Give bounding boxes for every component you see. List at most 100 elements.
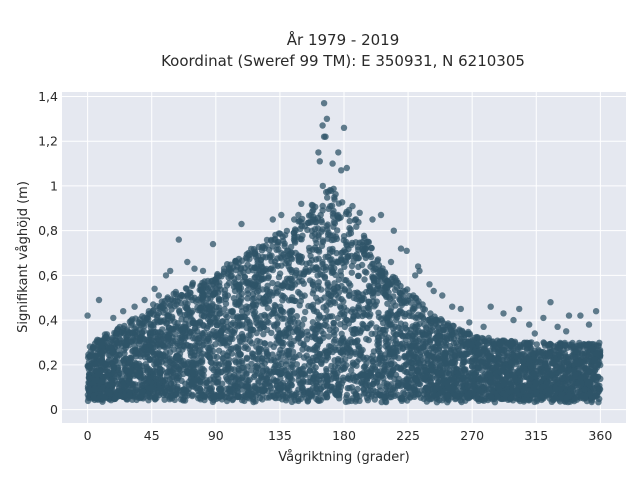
scatter-point: [369, 260, 376, 268]
scatter-point: [420, 390, 428, 398]
scatter-point: [259, 244, 266, 251]
scatter-point: [393, 278, 400, 286]
scatter-point: [330, 207, 337, 214]
scatter-point: [376, 330, 384, 337]
scatter-point: [306, 346, 313, 353]
scatter-point: [251, 382, 258, 390]
scatter-point: [253, 329, 260, 337]
scatter-point: [246, 391, 254, 398]
scatter-point: [238, 257, 246, 264]
scatter-point: [260, 295, 267, 302]
scatter-point: [539, 383, 547, 390]
scatter-point: [252, 316, 260, 323]
scatter-point: [343, 316, 350, 323]
scatter-point: [203, 379, 210, 386]
scatter-point: [552, 351, 559, 358]
scatter-point: [514, 345, 521, 352]
scatter-point: [368, 244, 375, 252]
scatter-point: [302, 308, 309, 316]
scatter-point: [180, 397, 187, 404]
scatter-point: [156, 305, 163, 312]
scatter-point: [340, 365, 347, 373]
scatter-point: [114, 380, 121, 387]
scatter-point: [562, 353, 570, 360]
scatter-point: [516, 369, 523, 377]
scatter-point: [495, 383, 502, 390]
scatter-point: [306, 367, 313, 374]
scatter-point: [328, 260, 335, 267]
scatter-point: [324, 194, 331, 201]
scatter-point: [341, 338, 349, 345]
scatter-point: [121, 383, 128, 390]
scatter-point: [112, 330, 120, 338]
scatter-point: [209, 392, 217, 400]
scatter-point: [357, 347, 365, 355]
scatter-point: [304, 378, 312, 385]
scatter-point: [161, 387, 168, 394]
scatter-point: [176, 308, 183, 315]
scatter-point: [415, 390, 422, 398]
scatter-point: [175, 374, 182, 381]
scatter-point: [297, 235, 304, 243]
scatter-point: [365, 304, 372, 312]
scatter-point: [366, 313, 373, 320]
chart-title-line-2: Koordinat (Sweref 99 TM): E 350931, N 62…: [161, 52, 525, 70]
scatter-point: [370, 266, 377, 274]
scatter-point: [326, 347, 334, 354]
scatter-point: [330, 374, 337, 381]
scatter-point: [305, 244, 313, 252]
scatter-point: [533, 341, 540, 348]
scatter-point: [328, 202, 336, 209]
scatter-point: [327, 292, 334, 300]
scatter-point: [382, 367, 389, 375]
scatter-point: [293, 361, 301, 368]
scatter-point: [243, 354, 250, 361]
scatter-point: [375, 375, 382, 382]
scatter-point: [127, 368, 134, 375]
scatter-point: [239, 382, 246, 389]
scatter-point: [377, 350, 384, 357]
scatter-point: [189, 307, 196, 315]
scatter-point: [409, 365, 416, 372]
scatter-point: [265, 274, 272, 282]
scatter-point: [571, 397, 578, 405]
scatter-point: [488, 374, 495, 381]
scatter-point: [101, 334, 109, 341]
scatter-point: [399, 333, 406, 340]
scatter-point: [409, 313, 416, 320]
scatter-point: [355, 219, 362, 226]
scatter-point: [312, 256, 320, 263]
scatter-point: [269, 279, 276, 287]
scatter-point: [493, 373, 500, 381]
scatter-point: [168, 296, 175, 303]
scatter-point: [384, 316, 391, 324]
scatter-point: [314, 214, 322, 222]
scatter-point: [305, 361, 313, 369]
scatter-point: [458, 398, 465, 406]
scatter-point: [93, 364, 100, 372]
scatter-point: [334, 259, 342, 266]
scatter-point: [578, 380, 585, 387]
scatter-point: [126, 391, 133, 398]
scatter-point: [111, 370, 118, 377]
scatter-point: [494, 394, 501, 401]
scatter-point: [386, 387, 394, 394]
scatter-point: [339, 199, 346, 206]
scatter-point: [209, 291, 217, 298]
scatter-point: [349, 362, 356, 369]
scatter-point: [391, 375, 398, 383]
scatter-point: [307, 252, 314, 260]
scatter-point: [168, 306, 175, 313]
scatter-point: [426, 336, 433, 343]
scatter-point: [312, 364, 319, 371]
scatter-point: [440, 351, 447, 358]
scatter-point: [364, 325, 371, 332]
scatter-point: [406, 292, 413, 300]
scatter-point: [455, 354, 463, 361]
scatter-point: [264, 304, 271, 312]
scatter-point: [248, 264, 255, 271]
scatter-point: [359, 320, 366, 328]
scatter-point: [398, 325, 405, 333]
scatter-point: [218, 273, 225, 280]
scatter-point: [318, 360, 325, 367]
